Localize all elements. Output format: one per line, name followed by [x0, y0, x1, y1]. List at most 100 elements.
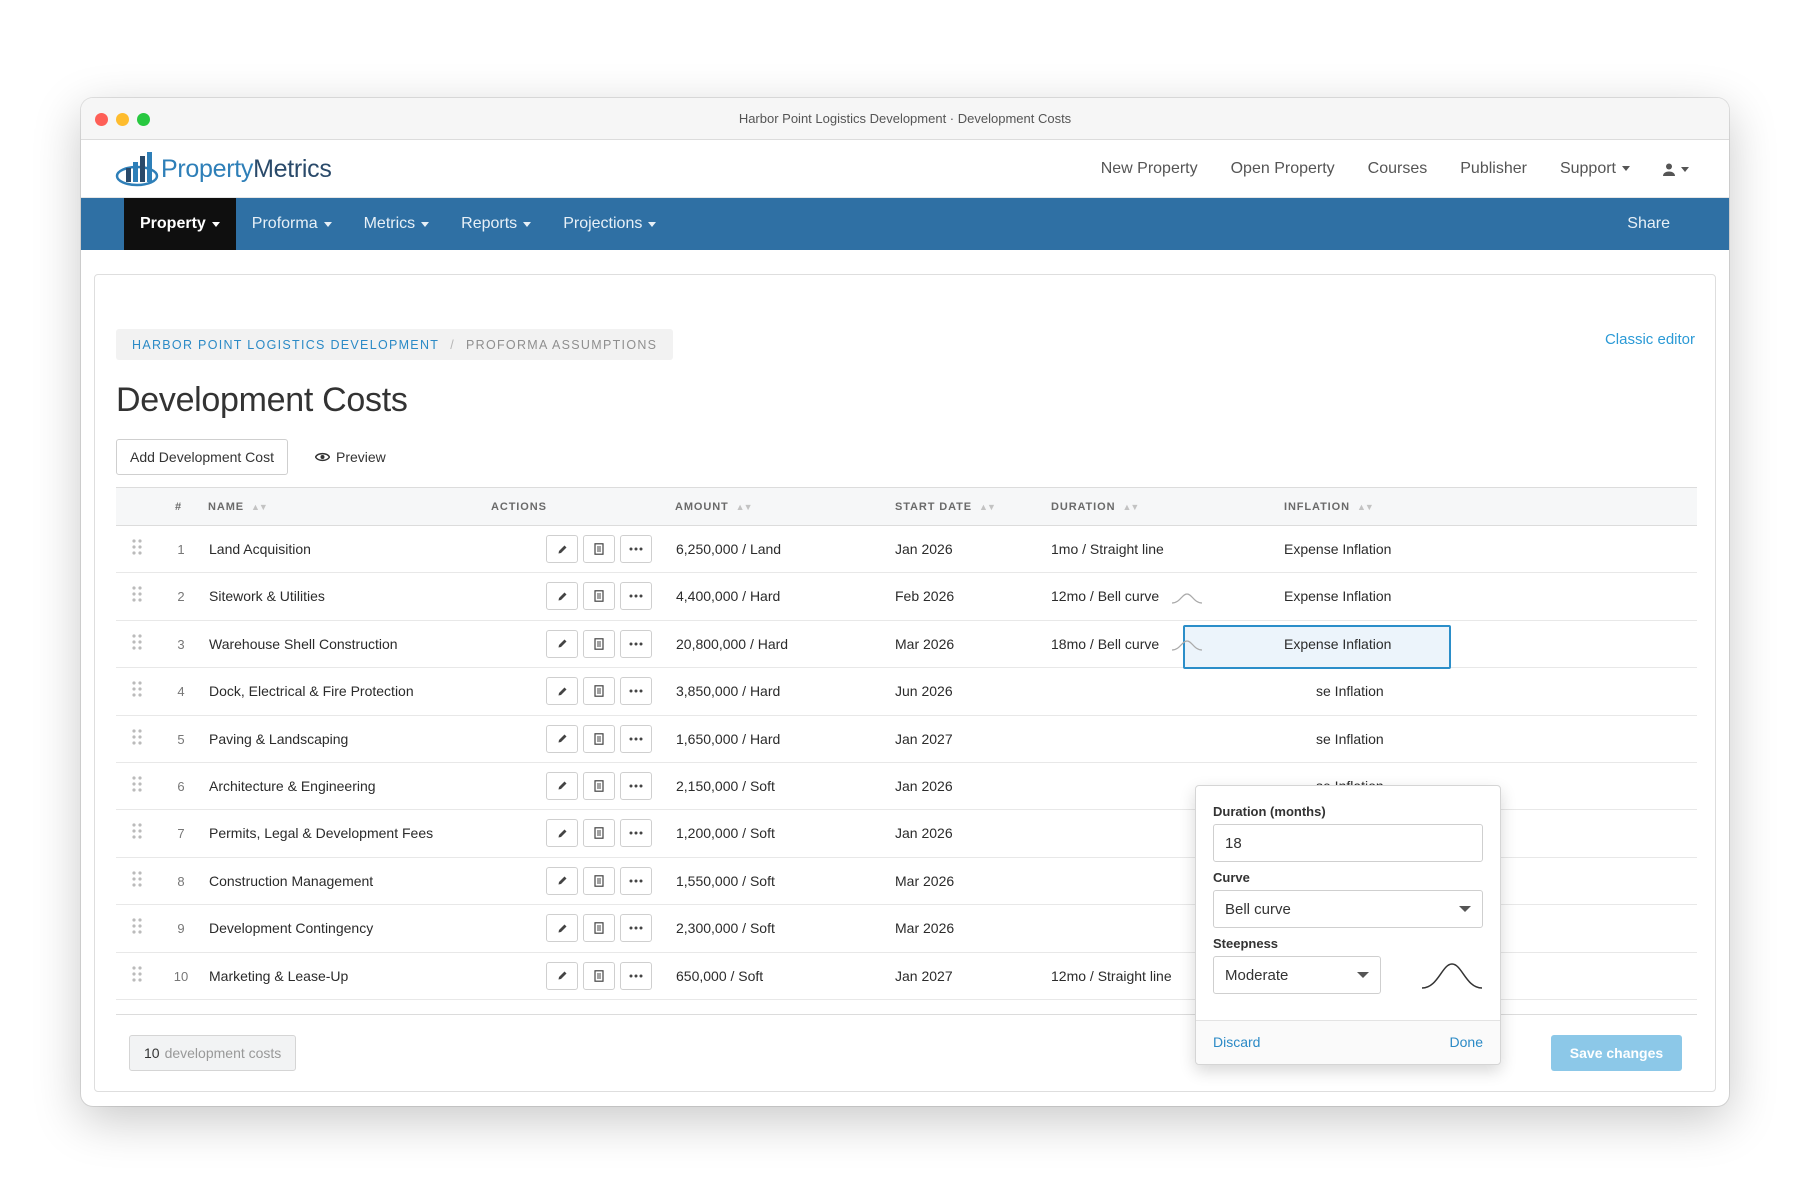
- amount-cell[interactable]: 1,650,000 / Hard: [676, 730, 781, 747]
- edit-pencil-icon[interactable]: [546, 771, 578, 800]
- notes-document-icon[interactable]: [583, 771, 615, 800]
- inflation-cell[interactable]: Expense Inflation: [1284, 635, 1392, 652]
- drag-handle[interactable]: [132, 728, 142, 748]
- notes-document-icon[interactable]: [583, 535, 615, 563]
- menu-metrics[interactable]: Metrics: [348, 198, 446, 250]
- edit-pencil-icon[interactable]: [546, 629, 578, 658]
- edit-pencil-icon[interactable]: [546, 914, 578, 943]
- edit-pencil-icon[interactable]: [546, 866, 578, 895]
- more-options-icon[interactable]: [620, 866, 652, 895]
- drag-handle[interactable]: [132, 965, 142, 985]
- table-row[interactable]: 8 Construction Management 1,550,000 / Soft…: [116, 858, 1697, 906]
- start-date-cell[interactable]: Jan 2026: [895, 825, 953, 842]
- breadcrumb-property-link[interactable]: HARBOR POINT LOGISTICS DEVELOPMENT: [132, 337, 440, 352]
- nav-new-property[interactable]: New Property: [1100, 160, 1198, 177]
- notes-document-icon[interactable]: [583, 629, 615, 658]
- amount-cell[interactable]: 6,250,000 / Land: [676, 541, 782, 557]
- edit-pencil-icon[interactable]: [546, 961, 578, 990]
- drag-handle-icon[interactable]: [132, 728, 142, 745]
- more-options-icon[interactable]: [620, 582, 652, 611]
- amount-cell[interactable]: 4,400,000 / Hard: [676, 588, 781, 605]
- start-date-cell[interactable]: Mar 2026: [895, 872, 955, 889]
- col-name-header[interactable]: NAME ▲▼: [208, 501, 268, 513]
- start-date-cell[interactable]: Jan 2026: [895, 541, 953, 557]
- table-row[interactable]: 2 Sitework & Utilities 4,400,000 / Hard Feb…: [116, 573, 1697, 621]
- drag-handle-icon[interactable]: [132, 965, 142, 982]
- zoom-window-button[interactable]: [137, 113, 150, 126]
- done-button[interactable]: Done: [1449, 1034, 1483, 1050]
- cost-name[interactable]: Permits, Legal & Development Fees: [209, 825, 434, 842]
- notes-document-icon[interactable]: [583, 724, 615, 753]
- drag-handle-icon[interactable]: [132, 681, 142, 697]
- more-options-icon[interactable]: [620, 819, 652, 848]
- start-date-cell[interactable]: Mar 2026: [895, 920, 955, 937]
- amount-cell[interactable]: 650,000 / Soft: [676, 967, 764, 984]
- more-options-icon[interactable]: [620, 535, 652, 563]
- cost-name[interactable]: Land Acquisition: [209, 541, 311, 557]
- duration-cell-editing[interactable]: [1183, 624, 1451, 669]
- duration-cell[interactable]: 1mo / Straight line: [1051, 541, 1164, 557]
- inflation-cell[interactable]: se Inflation: [1316, 683, 1384, 700]
- logo[interactable]: PropertyMetrics: [115, 150, 332, 188]
- menu-projections[interactable]: Projections: [547, 198, 672, 250]
- amount-cell[interactable]: 1,200,000 / Soft: [676, 825, 775, 842]
- start-date-cell[interactable]: Jun 2026: [895, 683, 953, 700]
- table-row[interactable]: 5 Paving & Landscaping 1,650,000 / Hard Jan…: [116, 716, 1697, 763]
- steepness-select[interactable]: Moderate: [1213, 956, 1381, 994]
- edit-pencil-icon[interactable]: [546, 724, 578, 753]
- more-options-icon[interactable]: [620, 677, 652, 706]
- amount-cell[interactable]: 2,150,000 / Soft: [676, 777, 775, 794]
- start-date-cell[interactable]: Mar 2026: [895, 635, 955, 652]
- cost-name[interactable]: Marketing & Lease-Up: [209, 967, 349, 984]
- more-options-icon[interactable]: [620, 771, 652, 800]
- table-row[interactable]: 3 Warehouse Shell Construction 20,800,000 …: [116, 621, 1697, 669]
- col-amount-header[interactable]: AMOUNT ▲▼: [675, 501, 752, 513]
- drag-handle-icon[interactable]: [132, 539, 142, 555]
- cost-name[interactable]: Warehouse Shell Construction: [209, 635, 398, 652]
- duration-cell[interactable]: 18mo / Bell curve: [1051, 636, 1203, 652]
- more-options-icon[interactable]: [620, 724, 652, 753]
- drag-handle-icon[interactable]: [132, 776, 142, 792]
- save-changes-button[interactable]: Save changes: [1551, 1035, 1682, 1071]
- amount-cell[interactable]: 2,300,000 / Soft: [676, 920, 775, 937]
- inflation-cell[interactable]: Expense Inflation: [1284, 541, 1392, 557]
- cost-name[interactable]: Sitework & Utilities: [209, 588, 325, 605]
- edit-pencil-icon[interactable]: [546, 582, 578, 611]
- menu-reports[interactable]: Reports: [445, 198, 547, 250]
- drag-handle[interactable]: [132, 776, 142, 795]
- close-window-button[interactable]: [95, 113, 108, 126]
- notes-document-icon[interactable]: [583, 914, 615, 943]
- notes-document-icon[interactable]: [583, 819, 615, 848]
- menu-proforma[interactable]: Proforma: [236, 198, 348, 250]
- cost-name[interactable]: Development Contingency: [209, 920, 374, 937]
- drag-handle[interactable]: [132, 823, 142, 842]
- share-link[interactable]: Share: [1627, 215, 1670, 232]
- cost-name[interactable]: Paving & Landscaping: [209, 730, 349, 747]
- minimize-window-button[interactable]: [116, 113, 129, 126]
- nav-open-property[interactable]: Open Property: [1230, 160, 1335, 177]
- drag-handle[interactable]: [132, 539, 142, 558]
- drag-handle[interactable]: [132, 634, 142, 653]
- table-row[interactable]: 7 Permits, Legal & Development Fees 1,200,…: [116, 810, 1697, 858]
- drag-handle-icon[interactable]: [132, 586, 142, 602]
- drag-handle-icon[interactable]: [132, 871, 142, 887]
- drag-handle[interactable]: [132, 871, 142, 890]
- duration-months-input[interactable]: [1213, 824, 1483, 862]
- preview-button[interactable]: Preview: [315, 449, 386, 465]
- drag-handle-icon[interactable]: [132, 823, 142, 839]
- drag-handle[interactable]: [132, 586, 142, 605]
- notes-document-icon[interactable]: [583, 866, 615, 895]
- table-row[interactable]: 4 Dock, Electrical & Fire Protection 3,850…: [116, 668, 1697, 716]
- start-date-cell[interactable]: Feb 2026: [895, 588, 955, 605]
- amount-cell[interactable]: 3,850,000 / Hard: [676, 683, 781, 700]
- add-development-cost-button[interactable]: Add Development Cost: [116, 439, 288, 475]
- table-row[interactable]: 1 Land Acquisition 6,250,000 / Land Jan 202…: [116, 526, 1697, 574]
- more-options-icon[interactable]: [620, 629, 652, 658]
- menu-property[interactable]: Property: [124, 198, 236, 250]
- start-date-cell[interactable]: Jan 2027: [895, 730, 953, 747]
- notes-document-icon[interactable]: [583, 582, 615, 611]
- edit-pencil-icon[interactable]: [546, 677, 578, 706]
- drag-handle-icon[interactable]: [132, 918, 142, 934]
- user-menu[interactable]: [1663, 163, 1689, 176]
- nav-support-dropdown[interactable]: Support: [1560, 160, 1630, 178]
